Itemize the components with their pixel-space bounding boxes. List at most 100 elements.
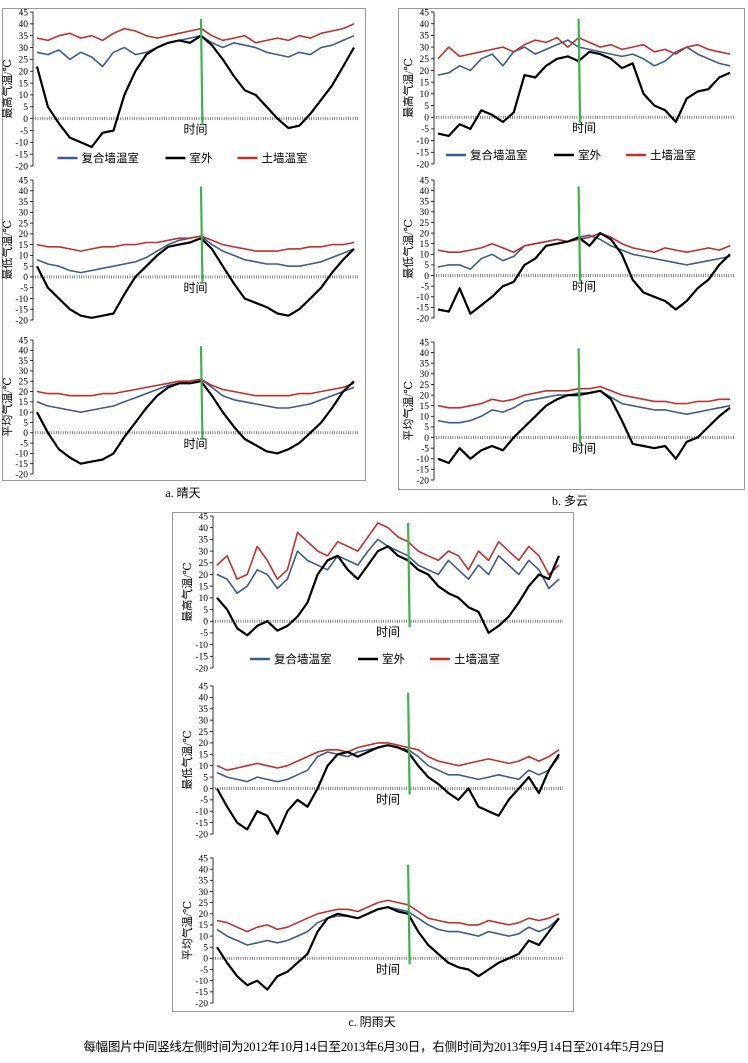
c-max-y-tick-label: 20 (199, 571, 209, 581)
b-avg-y-tick-label: 40 (420, 349, 430, 359)
b-min-y-tick-label: 5 (424, 261, 429, 271)
a-avg-y-tick-label: 10 (19, 408, 29, 418)
a-max-divider (199, 19, 204, 125)
b-avg-y-tick-label: 25 (420, 381, 430, 391)
a-max-y-tick-label: -20 (15, 162, 28, 172)
a-avg-y-tick-label: -5 (20, 439, 28, 449)
a-max-y-tick-label: 15 (19, 79, 29, 89)
a-max-y-tick-label: 10 (19, 91, 29, 101)
b-avg-x-label: 时间 (572, 442, 596, 456)
caption-b: b. 多云 (551, 494, 588, 508)
b-avg-y-tick-label: 20 (420, 391, 430, 401)
a-max-y-tick-label: 0 (23, 115, 28, 125)
c-avg-y-tick-label: -20 (195, 999, 208, 1009)
c-avg-series-室外 (216, 905, 560, 991)
c-min-y-tick-label: -20 (195, 830, 208, 840)
caption-a: a. 晴天 (165, 486, 201, 500)
c-max-y-tick-label: -10 (195, 641, 208, 651)
group-b-frame (398, 8, 745, 490)
c-max-y-tick-label: 25 (199, 559, 209, 569)
a-avg-y-tick-label: 15 (19, 398, 29, 408)
c-min-y-tick-label: 35 (199, 705, 209, 715)
b-max-y-tick-label: -5 (421, 125, 429, 135)
a-max-series-土墙温室 (36, 23, 355, 44)
a-min-series-土墙温室 (36, 235, 355, 252)
a-min-y-tick-label: -20 (15, 316, 28, 326)
b-max-y-label: 最高气温/℃ (401, 58, 415, 117)
a-min-y-label: 最低气温/℃ (0, 220, 14, 279)
c-avg-y-tick-label: 15 (199, 921, 209, 931)
c-max-y-tick-label: 40 (199, 524, 209, 534)
b-avg-y-tick-label: 5 (424, 423, 429, 433)
b-max-y-tick-label: 35 (420, 32, 430, 42)
a-min-y-tick-label: -5 (20, 284, 28, 294)
a-min-y-tick-label: -15 (15, 306, 28, 316)
a-min-series-室外 (36, 237, 355, 319)
a-min-y-tick-label: 15 (19, 241, 29, 251)
b-max-legend-label: 室外 (578, 148, 601, 162)
c-min-y-tick-label: 40 (199, 694, 209, 704)
c-max-legend-label: 土墙温室 (454, 652, 500, 666)
c-min-y-tick-label: 0 (203, 785, 208, 795)
b-max-y-tick-label: 20 (420, 67, 430, 77)
b-max-x-label: 时间 (572, 121, 596, 135)
b-avg-y-tick-label: -10 (416, 455, 429, 465)
b-min-y-tick-label: 25 (420, 219, 430, 229)
a-avg-y-tick-label: 0 (23, 429, 28, 439)
c-min-y-tick-label: 30 (199, 716, 209, 726)
c-avg-y-tick-label: 20 (199, 910, 209, 920)
a-min-y-tick-label: 5 (23, 262, 28, 272)
a-max-y-tick-label: 45 (19, 8, 29, 18)
c-max-y-tick-label: 10 (199, 594, 209, 604)
b-max-series-复合墙温室 (437, 39, 731, 76)
b-min-y-tick-label: 0 (424, 272, 429, 282)
c-avg-y-tick-label: 45 (199, 854, 209, 864)
c-min-y-label: 最低气温/℃ (180, 730, 194, 789)
a-min-divider (199, 186, 204, 283)
a-min-y-tick-label: 20 (19, 230, 29, 240)
c-max-y-tick-label: 0 (203, 618, 208, 628)
b-max-y-tick-label: 45 (420, 8, 430, 18)
b-avg-y-tick-label: 10 (420, 413, 430, 423)
a-max-series-室外 (35, 34, 355, 149)
a-min-y-tick-label: 25 (19, 219, 29, 229)
a-min-y-tick-label: 10 (19, 252, 29, 262)
b-min-divider (577, 186, 582, 282)
b-avg-divider (577, 348, 582, 444)
c-max-series-土墙温室 (216, 522, 560, 580)
c-avg-y-tick-label: -15 (195, 988, 208, 998)
a-avg-series-室外 (36, 380, 355, 465)
a-max-y-tick-label: -5 (20, 127, 28, 137)
c-min-series-室外 (216, 744, 560, 836)
a-avg-y-tick-label: 40 (19, 347, 29, 357)
c-max-x-label: 时间 (376, 625, 400, 639)
c-max-y-tick-label: -20 (195, 664, 208, 674)
b-max-y-tick-label: 5 (424, 102, 429, 112)
b-avg-y-tick-label: 15 (420, 402, 430, 412)
a-min-y-tick-label: -10 (15, 295, 28, 305)
b-min-x-label: 时间 (572, 280, 596, 294)
c-avg-y-tick-label: -10 (195, 977, 208, 987)
b-min-y-tick-label: 35 (420, 198, 430, 208)
c-max-series-室外 (216, 545, 561, 637)
b-min-y-tick-label: 20 (420, 229, 430, 239)
a-avg-y-tick-label: -20 (15, 470, 28, 480)
c-min-series-土墙温室 (216, 742, 560, 772)
b-avg-y-tick-label: -20 (416, 476, 429, 486)
a-max-y-tick-label: 20 (19, 68, 29, 78)
a-min-y-tick-label: 45 (19, 176, 29, 186)
c-max-y-tick-label: -5 (200, 629, 208, 639)
c-min-y-tick-label: -15 (195, 819, 208, 829)
c-min-y-tick-label: -5 (200, 796, 208, 806)
a-min-y-tick-label: 30 (19, 209, 29, 219)
b-max-y-tick-label: 30 (420, 43, 430, 53)
b-min-series-复合墙温室 (437, 234, 731, 271)
footnote: 每幅图片中间竖线左侧时间为2012年10月14日至2013年6月30日，右侧时间… (83, 1040, 665, 1054)
b-max-divider (577, 18, 582, 124)
a-avg-y-tick-label: 5 (23, 419, 28, 429)
b-max-y-tick-label: -10 (416, 137, 429, 147)
c-avg-y-tick-label: 30 (199, 888, 209, 898)
a-avg-y-tick-label: -15 (15, 460, 28, 470)
c-max-y-tick-label: 15 (199, 582, 209, 592)
